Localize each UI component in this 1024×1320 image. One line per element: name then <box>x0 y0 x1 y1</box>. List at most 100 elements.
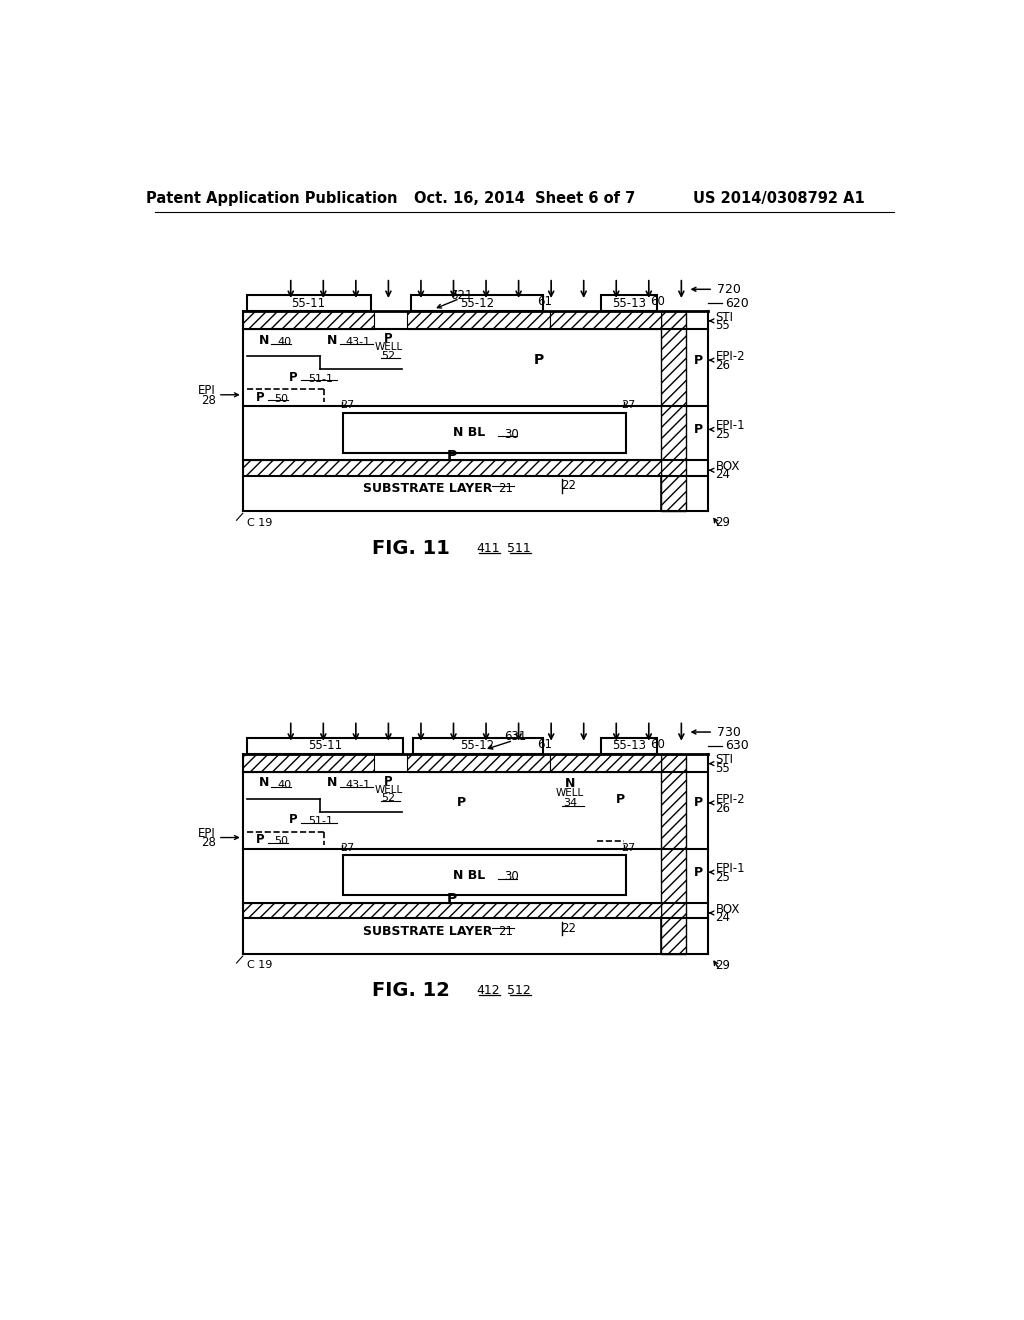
Bar <box>411 296 543 312</box>
Text: 40: 40 <box>278 338 292 347</box>
Text: 26: 26 <box>716 359 730 372</box>
Bar <box>662 312 686 511</box>
Text: 22: 22 <box>561 479 575 492</box>
Text: EPI: EPI <box>198 384 216 397</box>
Text: P: P <box>384 333 393 345</box>
Text: 28: 28 <box>201 837 216 850</box>
Text: 51-1: 51-1 <box>308 374 334 384</box>
Text: SUBSTRATE LAYER: SUBSTRATE LAYER <box>362 482 493 495</box>
Text: 21: 21 <box>499 925 513 939</box>
Bar <box>243 312 375 330</box>
Text: 631: 631 <box>504 730 526 743</box>
Text: 55-11: 55-11 <box>292 297 326 310</box>
Text: 621: 621 <box>450 289 472 302</box>
Text: 43-1: 43-1 <box>346 338 371 347</box>
Text: 29: 29 <box>716 958 730 972</box>
Text: WELL: WELL <box>375 342 402 352</box>
Text: P: P <box>255 833 264 846</box>
Text: 22: 22 <box>561 921 575 935</box>
Text: 55-12: 55-12 <box>461 739 495 752</box>
Text: 411: 411 <box>476 541 500 554</box>
Text: P: P <box>534 354 544 367</box>
Text: Oct. 16, 2014  Sheet 6 of 7: Oct. 16, 2014 Sheet 6 of 7 <box>414 191 636 206</box>
Text: P: P <box>615 792 625 805</box>
Text: 51-1: 51-1 <box>308 816 334 826</box>
Bar <box>407 312 550 330</box>
Text: C 19: C 19 <box>247 517 272 528</box>
Bar <box>414 738 543 754</box>
Text: Patent Application Publication: Patent Application Publication <box>145 191 397 206</box>
Text: 730: 730 <box>717 726 741 739</box>
Text: 61: 61 <box>537 296 552 308</box>
Bar <box>243 919 662 954</box>
Text: P: P <box>694 796 702 809</box>
Bar <box>247 296 371 312</box>
Text: 26: 26 <box>716 801 730 814</box>
Text: 43-1: 43-1 <box>346 780 371 791</box>
Text: P: P <box>255 391 264 404</box>
Text: P: P <box>694 866 702 879</box>
Text: N: N <box>327 334 337 347</box>
Text: 40: 40 <box>278 780 292 791</box>
Text: 50: 50 <box>273 837 288 846</box>
Bar <box>247 738 403 754</box>
Bar <box>343 413 627 453</box>
Text: N: N <box>258 334 269 347</box>
Text: 27: 27 <box>340 842 354 853</box>
Text: 52: 52 <box>381 351 395 360</box>
Text: US 2014/0308792 A1: US 2014/0308792 A1 <box>693 191 865 206</box>
Text: P: P <box>446 449 457 463</box>
Bar <box>601 296 657 312</box>
Text: EPI-1: EPI-1 <box>716 418 745 432</box>
Text: 620: 620 <box>725 297 749 310</box>
Text: STI: STI <box>716 754 733 767</box>
Text: C 19: C 19 <box>247 961 272 970</box>
Bar <box>550 312 662 330</box>
Text: 55: 55 <box>716 319 730 333</box>
Bar <box>243 475 662 511</box>
Text: N: N <box>327 776 337 789</box>
Text: EPI-2: EPI-2 <box>716 350 745 363</box>
Bar <box>550 754 662 772</box>
Text: 60: 60 <box>650 738 665 751</box>
Text: 30: 30 <box>504 870 518 883</box>
Bar <box>662 754 686 954</box>
Text: 55-11: 55-11 <box>308 739 342 752</box>
Text: 34: 34 <box>562 797 577 808</box>
Text: N BL: N BL <box>453 426 485 440</box>
Text: 55: 55 <box>716 762 730 775</box>
Text: 720: 720 <box>717 282 741 296</box>
Text: EPI-2: EPI-2 <box>716 792 745 805</box>
Bar <box>243 754 375 772</box>
Text: 24: 24 <box>716 911 730 924</box>
Text: P: P <box>694 422 702 436</box>
Bar <box>407 754 550 772</box>
Text: WELL: WELL <box>556 788 584 797</box>
Text: FIG. 12: FIG. 12 <box>372 981 450 1001</box>
Text: 29: 29 <box>716 516 730 529</box>
Text: 27: 27 <box>340 400 354 409</box>
Text: 30: 30 <box>504 428 518 441</box>
Text: 52: 52 <box>381 793 395 804</box>
Text: P: P <box>289 813 297 826</box>
Text: 25: 25 <box>716 871 730 884</box>
Text: P: P <box>694 354 702 367</box>
Text: 21: 21 <box>499 482 513 495</box>
Text: BOX: BOX <box>716 459 739 473</box>
Text: P: P <box>446 892 457 906</box>
Text: N: N <box>258 776 269 789</box>
Text: 27: 27 <box>621 842 635 853</box>
Text: FIG. 11: FIG. 11 <box>372 539 450 557</box>
Text: N: N <box>564 777 574 791</box>
Text: 55-12: 55-12 <box>460 297 494 310</box>
Bar <box>243 461 662 475</box>
Text: P: P <box>457 796 466 809</box>
Text: P: P <box>384 775 393 788</box>
Text: P: P <box>289 371 297 384</box>
Text: 412: 412 <box>476 985 500 998</box>
Bar <box>601 738 657 754</box>
Text: 511: 511 <box>508 541 531 554</box>
Text: 512: 512 <box>508 985 531 998</box>
Text: 61: 61 <box>537 738 552 751</box>
Bar <box>243 903 662 919</box>
